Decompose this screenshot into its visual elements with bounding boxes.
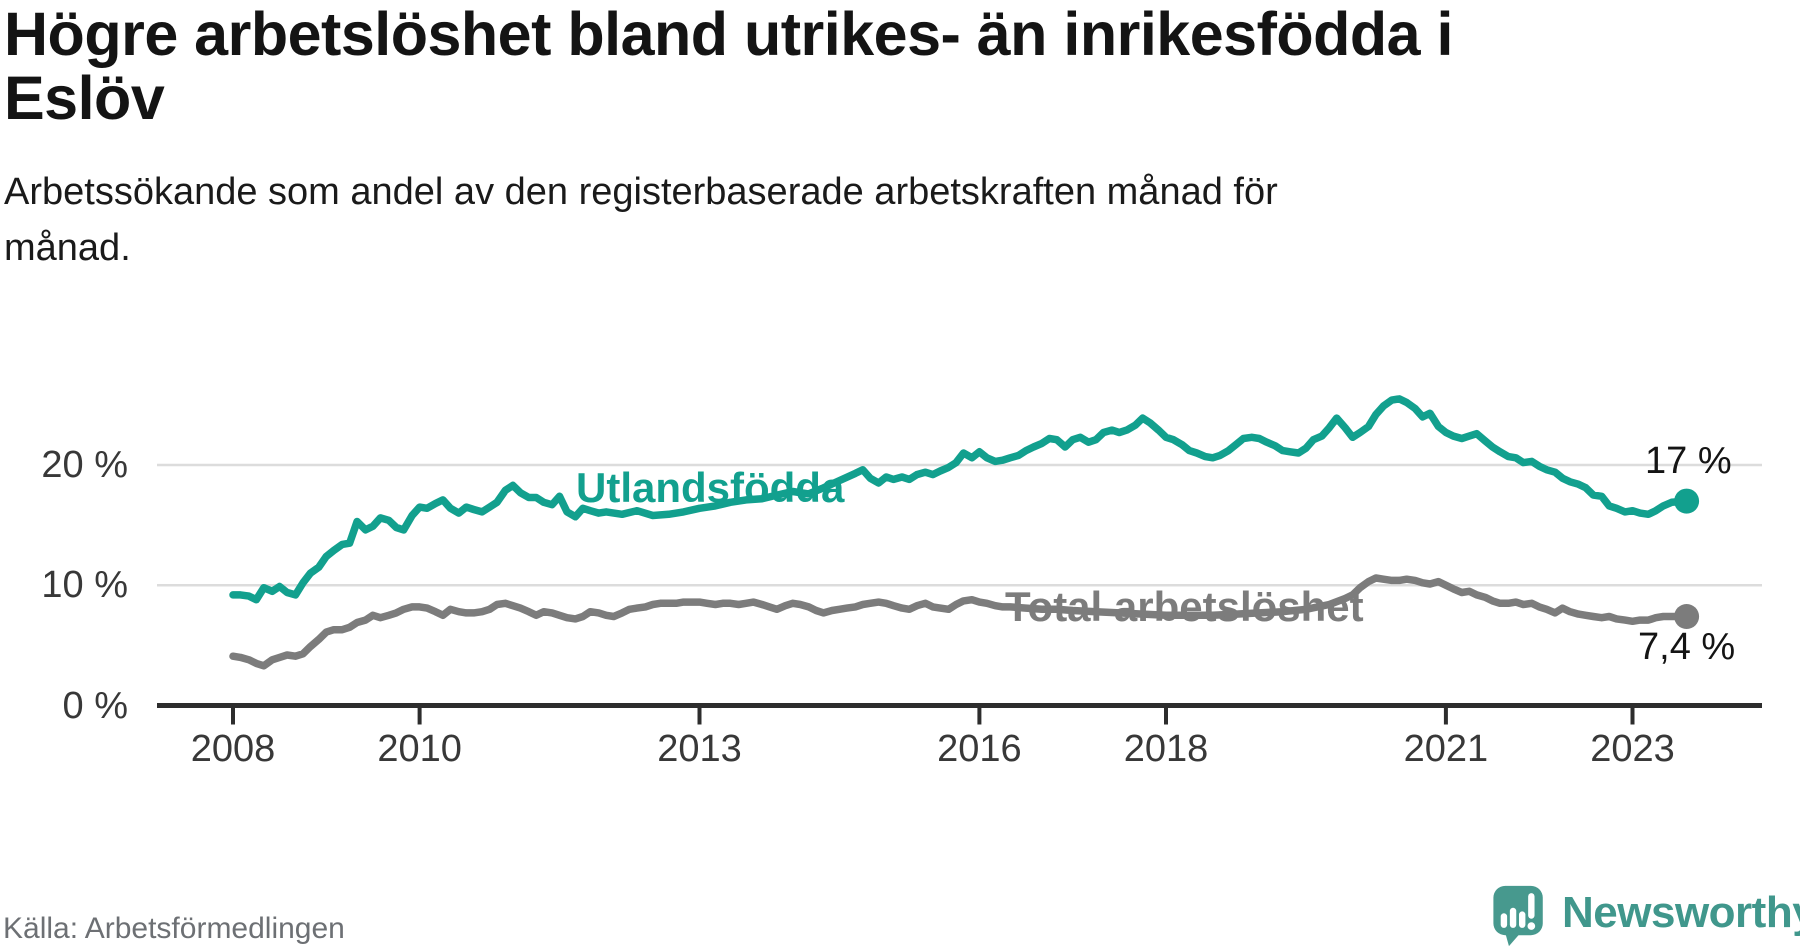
source-note: Källa: Arbetsförmedlingen [3,912,345,945]
x-tick-label-2018: 2018 [1123,728,1209,770]
subtitle-line-2: månad. [4,227,131,269]
series-label-utlandsfodda: Utlandsfödda [576,464,845,511]
y-tick-label-20: 20 % [41,444,128,486]
x-tick-label-2016: 2016 [937,728,1022,770]
x-tick-label-2021: 2021 [1403,728,1489,770]
title-line-1: Högre arbetslöshet bland utrikes- än inr… [4,0,1453,68]
series-line-total [229,574,1691,670]
x-tick-label-2013: 2013 [657,728,742,770]
x-tick-label-2010: 2010 [377,728,462,770]
y-tick-label-0: 0 % [62,684,128,727]
subtitle-line-1: Arbetssökande som andel av den registerb… [4,171,1278,213]
newsworthy-logo-icon [1493,885,1543,947]
y-tick-label-10: 10 % [41,564,128,607]
page-title: Högre arbetslöshet bland utrikes- än inr… [4,2,1564,130]
end-dot-total [1674,604,1700,629]
end-value-label-total: 7,4 % [1638,626,1736,668]
chart-subtitle: Arbetssökande som andel av den registerb… [4,164,1464,276]
speech-bubble-tail [1504,929,1522,947]
newsworthy-brand: Newsworthy [1490,884,1800,948]
x-tick-label-2008: 2008 [190,728,276,770]
series-line-utlandsfodda [229,395,1691,604]
series-label-total-arbetsloshet: Total arbetslöshet [1005,583,1364,630]
newsworthy-wordmark: Newsworthy [1562,888,1800,937]
end-value-label-utlandsfodda: 17 % [1645,440,1732,482]
x-tick-label-2023: 2023 [1590,728,1675,770]
end-dot-utlandsfodda [1674,488,1700,514]
title-line-2: Eslöv [4,64,165,132]
